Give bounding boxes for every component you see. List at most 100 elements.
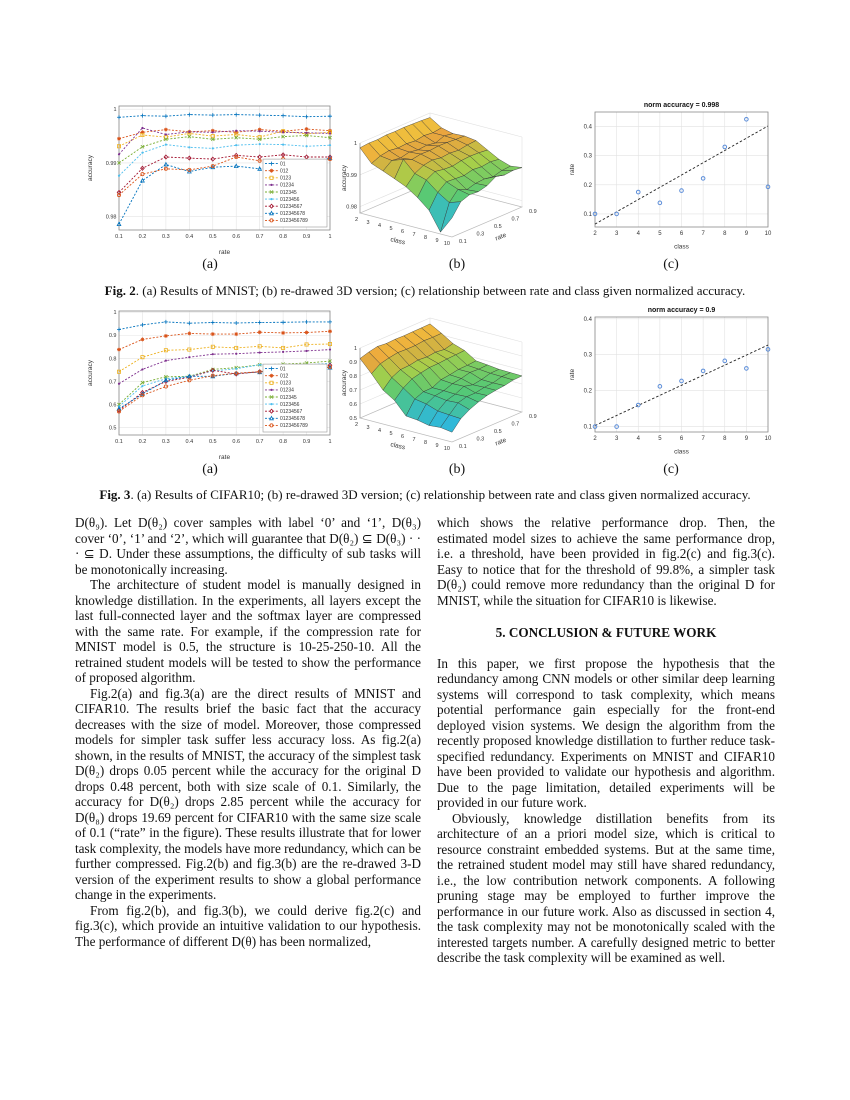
fig3b-surface-chart: 0.5 0.6 0.7 0.8 0.9 1 2 3 4 5 6 7 8 9 10 0.1 0.3 0.5 0.7 0.… <box>338 300 576 473</box>
svg-text:0.98: 0.98 <box>346 205 357 211</box>
fig2-sublabel-b: (b) <box>448 257 466 272</box>
svg-text:10: 10 <box>444 446 450 452</box>
svg-text:0.9: 0.9 <box>349 360 357 366</box>
svg-text:0.7: 0.7 <box>349 388 357 394</box>
svg-text:rate: rate <box>219 249 231 256</box>
svg-text:01: 01 <box>280 366 286 372</box>
fig2-caption-text: . (a) Results of MNIST; (b) re-drawed 3D… <box>135 283 746 298</box>
svg-text:0.1: 0.1 <box>459 239 467 245</box>
svg-text:0.9: 0.9 <box>109 333 117 339</box>
svg-text:0.8: 0.8 <box>349 374 357 380</box>
svg-text:4: 4 <box>378 428 381 434</box>
svg-text:0.9: 0.9 <box>303 439 311 445</box>
svg-text:7: 7 <box>412 437 415 443</box>
svg-text:class: class <box>390 236 407 246</box>
svg-text:01234567: 01234567 <box>280 409 302 415</box>
svg-text:9: 9 <box>745 231 749 237</box>
svg-text:9: 9 <box>745 436 749 442</box>
svg-text:class: class <box>674 244 690 251</box>
svg-text:0.7: 0.7 <box>512 422 520 428</box>
svg-text:0.4: 0.4 <box>584 317 593 323</box>
figure-3: 0.1 0.2 0.3 0.4 0.5 0.6 0.7 0.8 0.9 1 0.5 0.6 0.7 0.8… <box>75 300 775 505</box>
svg-text:0.6: 0.6 <box>232 439 240 445</box>
svg-text:012345: 012345 <box>280 190 297 196</box>
svg-text:4: 4 <box>378 223 381 229</box>
left-column: D(θ₉). Let D(θ₂) cover samples with labe… <box>75 515 421 949</box>
svg-text:012: 012 <box>280 169 289 175</box>
fig2-caption-label: Fig. 2 <box>104 283 136 298</box>
svg-text:8: 8 <box>424 440 427 446</box>
svg-text:class: class <box>390 441 407 451</box>
svg-text:0.3: 0.3 <box>584 154 593 160</box>
svg-text:0.1: 0.1 <box>584 425 593 431</box>
svg-text:0.4: 0.4 <box>186 234 194 240</box>
svg-text:2: 2 <box>593 231 597 237</box>
svg-text:8: 8 <box>723 436 727 442</box>
svg-text:0.99: 0.99 <box>106 161 117 167</box>
svg-text:8: 8 <box>424 235 427 241</box>
body-paragraph: The architecture of student model is man… <box>75 577 421 685</box>
svg-text:accuracy: accuracy <box>341 369 348 396</box>
svg-text:rate: rate <box>494 232 507 243</box>
svg-text:9: 9 <box>435 443 438 449</box>
svg-text:0.1: 0.1 <box>115 234 123 240</box>
svg-text:rate: rate <box>219 454 231 461</box>
svg-text:3: 3 <box>366 220 369 226</box>
svg-text:0.5: 0.5 <box>109 426 117 432</box>
svg-text:10: 10 <box>765 436 772 442</box>
svg-text:norm accuracy = 0.998: norm accuracy = 0.998 <box>644 102 719 109</box>
fig3-caption-label: Fig. 3 <box>99 487 131 502</box>
svg-text:rate: rate <box>569 369 576 381</box>
svg-text:0.7: 0.7 <box>512 217 520 223</box>
svg-text:3: 3 <box>366 425 369 431</box>
figure-2: 0.1 0.2 0.3 0.4 0.5 0.6 0.7 0.8 0.9 1 0.98 0.99 1 rat… <box>75 95 775 300</box>
svg-text:5: 5 <box>658 436 662 442</box>
svg-text:0.2: 0.2 <box>139 234 147 240</box>
svg-text:1: 1 <box>354 141 357 147</box>
svg-text:0.5: 0.5 <box>209 234 217 240</box>
fig2-sublabel-c: (c) <box>663 257 679 272</box>
svg-text:012: 012 <box>280 374 289 380</box>
svg-text:4: 4 <box>637 231 641 237</box>
svg-text:0123456789: 0123456789 <box>280 218 308 224</box>
svg-text:1: 1 <box>328 439 331 445</box>
svg-text:0.9: 0.9 <box>529 209 537 215</box>
svg-text:012345: 012345 <box>280 395 297 401</box>
svg-text:class: class <box>674 449 690 456</box>
svg-text:0.2: 0.2 <box>584 183 593 189</box>
svg-text:7: 7 <box>412 232 415 238</box>
svg-text:0.5: 0.5 <box>209 439 217 445</box>
fig3a-line-chart: 0.1 0.2 0.3 0.4 0.5 0.6 0.7 0.8 0.9 1 0.5 0.6 0.7 0.8… <box>85 306 335 467</box>
fig3-caption-text: . (a) Results of CIFAR10; (b) re-drawed … <box>130 487 751 502</box>
fig2-sublabel-a: (a) <box>202 257 218 272</box>
svg-text:0.5: 0.5 <box>494 429 502 435</box>
fig3-caption: Fig. 3. (a) Results of CIFAR10; (b) re-d… <box>75 487 775 503</box>
svg-text:0.5: 0.5 <box>494 224 502 230</box>
svg-text:0.3: 0.3 <box>477 232 485 238</box>
svg-text:2: 2 <box>355 422 358 428</box>
svg-text:5: 5 <box>389 431 392 437</box>
svg-text:0.6: 0.6 <box>109 403 117 409</box>
svg-text:10: 10 <box>444 241 450 247</box>
svg-text:10: 10 <box>765 231 772 237</box>
fig2a-line-chart: 0.1 0.2 0.3 0.4 0.5 0.6 0.7 0.8 0.9 1 0.98 0.99 1 rat… <box>85 101 335 262</box>
svg-text:0.5: 0.5 <box>349 416 357 422</box>
svg-text:accuracy: accuracy <box>87 359 94 386</box>
right-column: which shows the relative performance dro… <box>437 515 775 966</box>
svg-text:5: 5 <box>389 226 392 232</box>
svg-text:0.7: 0.7 <box>256 439 264 445</box>
body-paragraph: which shows the relative performance dro… <box>437 515 775 608</box>
svg-text:0.8: 0.8 <box>109 356 117 362</box>
svg-text:01234: 01234 <box>280 388 294 394</box>
body-paragraph: Obviously, knowledge distillation benefi… <box>437 810 775 966</box>
svg-text:01234567: 01234567 <box>280 204 302 210</box>
body-paragraph: In this paper, we first propose the hypo… <box>437 655 775 811</box>
svg-text:rate: rate <box>569 164 576 176</box>
fig2-caption: Fig. 2. (a) Results of MNIST; (b) re-dra… <box>75 283 775 299</box>
svg-text:01: 01 <box>280 161 286 167</box>
svg-text:0.3: 0.3 <box>477 437 485 443</box>
svg-text:5: 5 <box>658 231 662 237</box>
svg-text:0123456: 0123456 <box>280 402 300 408</box>
svg-text:6: 6 <box>401 229 404 235</box>
